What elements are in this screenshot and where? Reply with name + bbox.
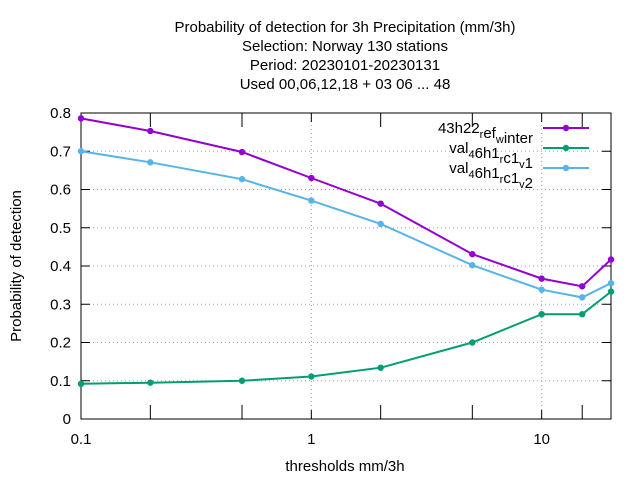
legend-label: 43h22refwinter bbox=[438, 120, 533, 147]
y-tick-label: 0.4 bbox=[50, 258, 71, 275]
legend-marker bbox=[562, 124, 570, 132]
plot-frame bbox=[80, 112, 612, 420]
data-point bbox=[77, 380, 85, 388]
data-point bbox=[238, 148, 246, 156]
data-point bbox=[579, 310, 586, 318]
data-point bbox=[238, 377, 246, 384]
data-point bbox=[147, 159, 154, 166]
y-axis-label: Probability of detection bbox=[8, 190, 25, 342]
data-point bbox=[579, 294, 586, 301]
data-point bbox=[607, 256, 615, 263]
series-2 bbox=[77, 288, 615, 388]
data-point bbox=[377, 200, 384, 207]
series-3 bbox=[77, 148, 615, 301]
x-axis-label: thresholds mm/3h bbox=[285, 458, 404, 475]
title-line-1: Probability of detection for 3h Precipit… bbox=[175, 19, 516, 36]
series-1 bbox=[77, 115, 615, 290]
data-point bbox=[147, 127, 154, 135]
x-tick-label: 1 bbox=[307, 431, 315, 448]
y-tick-label: 0 bbox=[63, 411, 71, 428]
legend-label: val46h1rc1v1 bbox=[449, 140, 533, 172]
data-point bbox=[308, 174, 315, 182]
x-tick-label: 0.1 bbox=[71, 431, 92, 448]
legend-label: val46h1rc1v2 bbox=[449, 160, 533, 192]
data-point bbox=[538, 310, 545, 318]
y-tick-label: 0.8 bbox=[50, 105, 71, 122]
data-point bbox=[607, 288, 615, 295]
legend-marker bbox=[562, 144, 570, 152]
data-point bbox=[308, 197, 315, 204]
data-point bbox=[308, 373, 315, 380]
series-line bbox=[80, 290, 612, 385]
data-point bbox=[607, 280, 615, 287]
chart-title: Probability of detection for 3h Precipit… bbox=[175, 19, 516, 93]
y-tick-label: 0.2 bbox=[50, 335, 71, 352]
legend-marker bbox=[562, 164, 570, 172]
grid-lines bbox=[81, 113, 611, 419]
title-line-4: Used 00,06,12,18 + 03 06 ... 48 bbox=[240, 76, 451, 93]
y-tick-label: 0.1 bbox=[50, 373, 71, 390]
data-point bbox=[147, 379, 154, 386]
data-point bbox=[538, 286, 545, 293]
y-tick-label: 0.7 bbox=[50, 143, 71, 160]
legend-entry-2: val46h1rc1v1 bbox=[449, 140, 589, 172]
y-tick-label: 0.5 bbox=[50, 220, 71, 237]
data-point bbox=[377, 220, 384, 228]
x-tick-label: 10 bbox=[533, 431, 550, 448]
data-point bbox=[538, 275, 545, 282]
data-point bbox=[377, 364, 384, 371]
data-point bbox=[579, 283, 586, 290]
axis-ticks: 00.10.20.30.40.50.60.70.80.1 1 10 bbox=[50, 105, 612, 448]
data-point bbox=[238, 175, 246, 183]
legend-entry-3: val46h1rc1v2 bbox=[449, 160, 589, 192]
y-tick-label: 0.3 bbox=[50, 296, 71, 313]
title-line-2: Selection: Norway 130 stations bbox=[242, 38, 448, 55]
data-point bbox=[77, 115, 85, 122]
data-point bbox=[469, 250, 476, 258]
y-tick-label: 0.6 bbox=[50, 182, 71, 199]
series-layer bbox=[77, 115, 615, 388]
data-point bbox=[77, 148, 85, 155]
data-point bbox=[469, 262, 476, 269]
title-line-3: Period: 20230101-20230131 bbox=[250, 57, 440, 74]
legend-entry-1: 43h22refwinter bbox=[438, 120, 589, 147]
data-point bbox=[469, 339, 476, 346]
